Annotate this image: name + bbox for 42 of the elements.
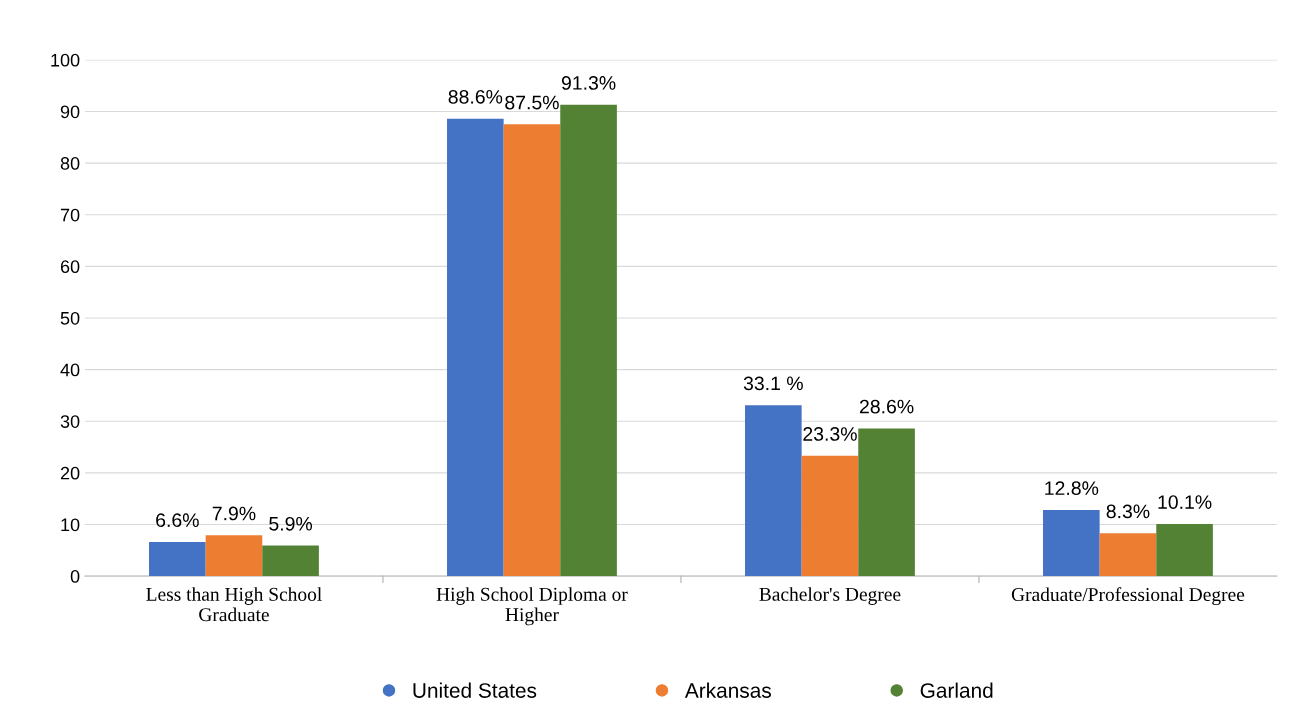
bar xyxy=(447,118,504,577)
y-tick-label: 70 xyxy=(60,208,80,222)
bar xyxy=(149,542,206,577)
y-tick-label: 80 xyxy=(60,157,80,170)
bar xyxy=(1156,523,1213,577)
legend-label: Garland xyxy=(920,682,993,698)
x-tick-label: Less than High School Graduate xyxy=(146,587,322,622)
y-tick-label: 0 xyxy=(70,570,80,583)
data-label: 88.6% xyxy=(448,89,503,104)
bar xyxy=(560,104,617,577)
bar xyxy=(801,455,859,577)
data-label: 8.3% xyxy=(1106,504,1150,519)
x-tick-label: Bachelor's Degree xyxy=(759,587,901,605)
legend-label: Arkansas xyxy=(684,682,771,698)
bar xyxy=(262,545,319,577)
data-label: 7.9% xyxy=(212,506,256,521)
y-tick-label: 20 xyxy=(60,466,80,480)
data-label: 5.9% xyxy=(269,516,313,531)
data-label: 12.8% xyxy=(1045,481,1099,496)
y-tick-label: 100 xyxy=(51,53,80,67)
bar xyxy=(745,405,802,577)
y-tick-label: 90 xyxy=(60,105,80,119)
data-label: 23.3% xyxy=(803,427,857,441)
bar xyxy=(503,124,561,577)
y-tick-label: 30 xyxy=(60,415,80,428)
bar xyxy=(205,535,263,577)
y-tick-label: 10 xyxy=(61,518,80,532)
data-label: 87.5% xyxy=(505,95,559,110)
y-tick-label: 40 xyxy=(60,363,80,377)
data-label: 91.3% xyxy=(561,76,616,90)
data-label: 33.1 % xyxy=(743,376,803,391)
bar xyxy=(858,428,915,577)
x-tick-label: Graduate/Professional Degree xyxy=(1011,587,1245,606)
x-tick-label: High School Diploma or Higher xyxy=(436,587,628,626)
data-label: 10.1% xyxy=(1158,495,1212,509)
data-label: 28.6% xyxy=(859,399,914,414)
bar xyxy=(1043,510,1100,577)
data-label: 6.6% xyxy=(156,513,199,528)
bar xyxy=(1099,533,1157,577)
y-tick-label: 50 xyxy=(60,311,80,325)
legend-label: United States xyxy=(413,682,537,698)
y-tick-label: 60 xyxy=(60,260,80,274)
